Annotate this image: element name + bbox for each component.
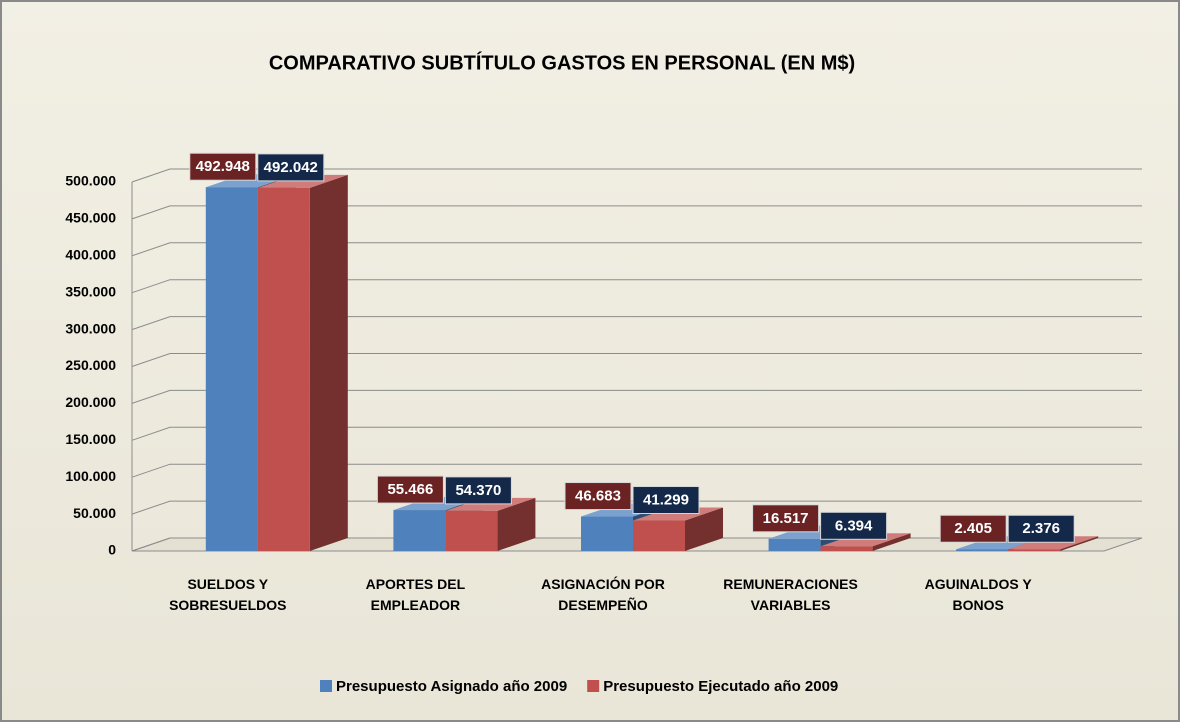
grid-line xyxy=(131,168,1142,183)
value-label: 16.517 xyxy=(763,510,809,527)
y-tick-label: 300.000 xyxy=(65,320,116,336)
y-tick-label: 500.000 xyxy=(65,173,116,189)
grid-line xyxy=(131,426,1142,441)
y-tick-label: 200.000 xyxy=(65,394,116,410)
bar-side xyxy=(685,507,723,551)
value-label-box xyxy=(444,476,512,505)
value-label-box xyxy=(189,152,257,181)
bar xyxy=(581,516,633,551)
y-tick-label: 0 xyxy=(108,542,116,558)
bar-side xyxy=(1060,536,1099,551)
x-tick-label: AGUINALDOS Y BONOS xyxy=(924,576,1032,613)
grid-line xyxy=(131,279,1142,294)
value-label-box xyxy=(939,514,1007,543)
y-tick-label: 50.000 xyxy=(73,505,116,521)
bar xyxy=(205,187,258,551)
bar-side xyxy=(872,533,911,551)
bar-side xyxy=(497,497,536,551)
bar xyxy=(1008,549,1061,551)
bar xyxy=(956,549,1009,551)
bar-side xyxy=(309,174,348,552)
bar-top xyxy=(633,507,723,521)
grid-line xyxy=(131,242,1142,257)
value-label: 55.466 xyxy=(387,481,433,498)
legend-label: Presupuesto Ejecutado año 2009 xyxy=(603,678,838,695)
bar xyxy=(768,538,821,551)
value-label-box xyxy=(752,504,820,533)
grid-line xyxy=(131,463,1142,478)
bar xyxy=(633,520,685,551)
grid-line xyxy=(131,389,1142,404)
value-label-box xyxy=(632,486,700,515)
x-tick-label: APORTES DEL EMPLEADOR xyxy=(365,576,466,613)
value-label: 2.405 xyxy=(954,520,992,537)
value-label: 6.394 xyxy=(835,517,873,534)
bar xyxy=(393,510,446,551)
grid-line xyxy=(131,353,1142,367)
value-label-box xyxy=(564,482,632,511)
y-tick-label: 150.000 xyxy=(65,431,116,447)
legend-swatch xyxy=(320,680,332,692)
value-label: 2.376 xyxy=(1022,520,1060,537)
grid-line xyxy=(131,500,1142,515)
legend-swatch xyxy=(587,680,600,692)
value-label-box xyxy=(376,475,444,504)
y-tick-label: 250.000 xyxy=(65,357,116,373)
value-label-box xyxy=(257,153,325,182)
x-tick-label: ASIGNACIÓN POR DESEMPEÑO xyxy=(541,576,665,613)
legend: Presupuesto Asignado año 2009 Presupuesto… xyxy=(320,678,838,695)
legend-label: Presupuesto Asignado año 2009 xyxy=(336,678,567,695)
y-tick-label: 400.000 xyxy=(65,247,116,263)
grid-line xyxy=(131,205,1142,220)
y-tick-label: 100.000 xyxy=(65,468,116,484)
value-label: 492.042 xyxy=(264,159,318,176)
value-label: 41.299 xyxy=(643,491,689,508)
chart-title: COMPARATIVO SUBTÍTULO GASTOS EN PERSONAL… xyxy=(269,51,855,74)
x-tick-label: REMUNERACIONES VARIABLES xyxy=(723,576,858,613)
grid-line xyxy=(131,316,1142,331)
bar xyxy=(820,546,873,551)
bar xyxy=(445,510,498,551)
value-label: 492.948 xyxy=(196,158,250,175)
value-label-box xyxy=(1007,514,1075,543)
x-tick-label: SUELDOS Y SOBRESUELDOS xyxy=(169,576,287,613)
y-tick-label: 450.000 xyxy=(65,210,116,226)
y-tick-label: 350.000 xyxy=(65,283,116,299)
value-label-box xyxy=(820,511,888,540)
bar xyxy=(257,187,310,552)
value-label: 46.683 xyxy=(575,488,621,505)
value-label: 54.370 xyxy=(455,482,501,499)
